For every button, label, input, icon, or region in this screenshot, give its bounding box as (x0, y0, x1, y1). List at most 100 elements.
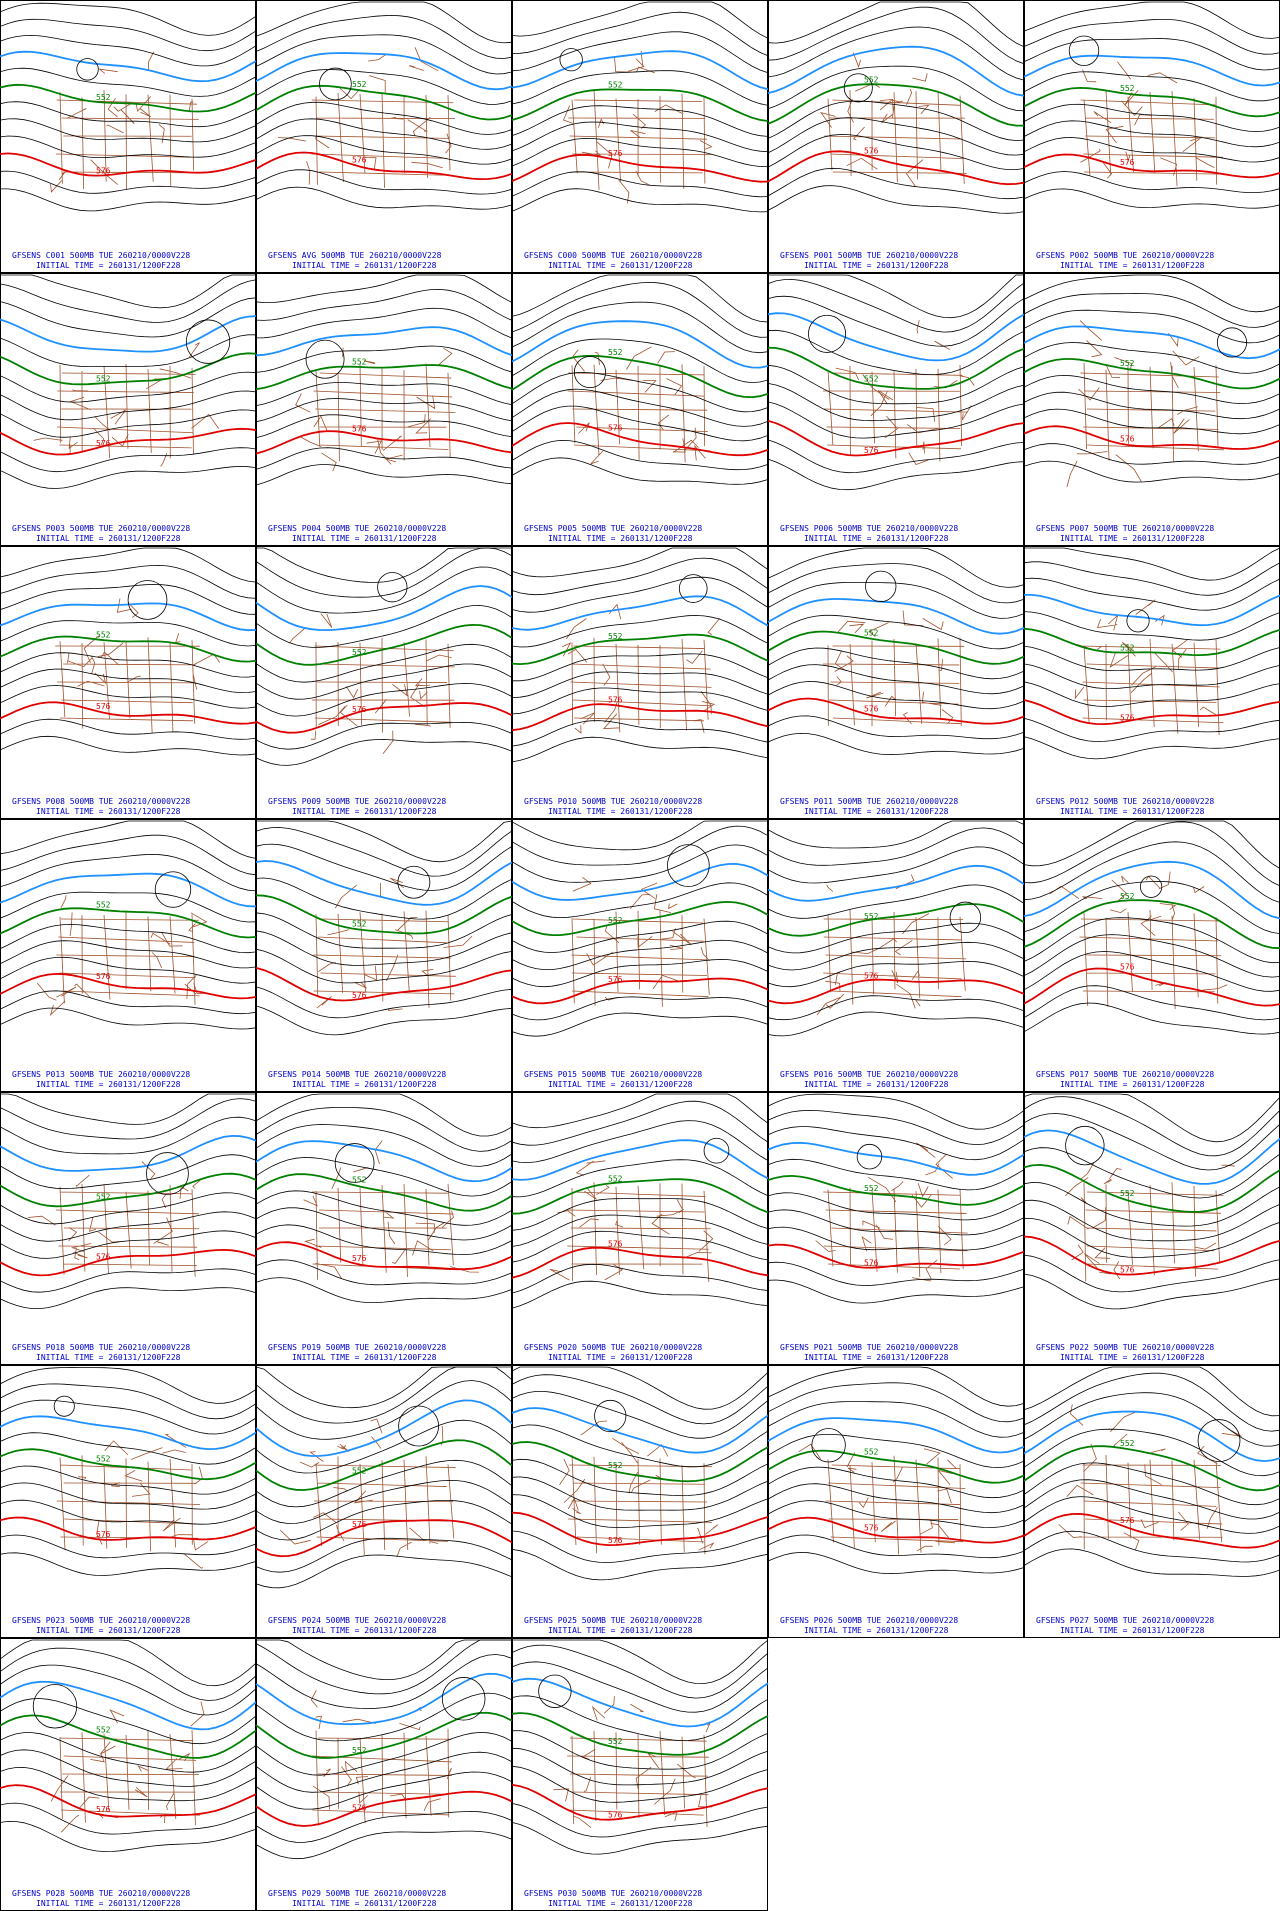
contour (1023, 951, 1280, 992)
contour (255, 967, 513, 1002)
contour (0, 390, 257, 421)
low-center (1216, 327, 1248, 358)
panel-caption: GFSENS P016 500MB TUE 260210/0000V228 (780, 1070, 958, 1079)
contour (767, 312, 1025, 362)
contour-label: 576 (1120, 435, 1135, 444)
panel-border (768, 273, 1024, 546)
contour (1023, 408, 1280, 435)
contour (511, 1093, 769, 1129)
contour (255, 827, 513, 877)
contour (511, 1374, 769, 1425)
contour (511, 1476, 769, 1511)
contour (767, 439, 1025, 474)
contour-label: 576 (864, 1524, 879, 1533)
panel-caption: INITIAL TIME = 260131/1200F228 (548, 1626, 693, 1635)
panel-caption: GFSENS C000 500MB TUE 260210/0000V228 (524, 251, 702, 260)
panel-caption: GFSENS P021 500MB TUE 260210/0000V228 (780, 1343, 958, 1352)
panel-caption: GFSENS P029 500MB TUE 260210/0000V228 (268, 1889, 446, 1898)
contour (1023, 1096, 1280, 1157)
panel-caption: INITIAL TIME = 260131/1200F228 (292, 807, 437, 816)
contour (0, 315, 257, 353)
contour (1023, 153, 1280, 179)
contour (0, 701, 257, 725)
contour (1023, 1410, 1280, 1463)
panel-caption: GFSENS P010 500MB TUE 260210/0000V228 (524, 797, 702, 806)
contour (767, 1434, 1025, 1469)
boundaries (313, 877, 473, 1011)
contour (0, 1093, 256, 1125)
contour (255, 186, 513, 210)
panel-caption: INITIAL TIME = 260131/1200F228 (36, 261, 181, 270)
contour (0, 274, 256, 309)
contour-label: 576 (608, 1239, 623, 1248)
contour (511, 70, 769, 106)
contour-label: 576 (864, 446, 879, 455)
contour (1023, 374, 1280, 405)
low-center (856, 1143, 883, 1170)
map-panel: 552 576 GFSENS P025 500MB TUE 260210/0000V… (511, 1365, 769, 1638)
contour (767, 715, 1025, 740)
contour (1023, 1530, 1280, 1563)
contour (767, 995, 1025, 1021)
contour (767, 1516, 1025, 1544)
contour (511, 1765, 769, 1803)
contour (767, 884, 1025, 919)
low-center (1068, 35, 1100, 66)
contour (255, 151, 513, 181)
map-panel: 552 576 GFSENS P011 500MB TUE 260210/0000V… (767, 546, 1025, 819)
contour (1023, 1002, 1280, 1035)
contour (511, 1730, 769, 1770)
low-center (667, 844, 710, 887)
contour (767, 664, 1025, 695)
contour-label: 552 (608, 348, 623, 357)
contour-label: 576 (96, 439, 111, 448)
contour (0, 1383, 257, 1420)
contour (255, 948, 513, 984)
boundaries (1066, 320, 1224, 488)
panel-caption: GFSENS P028 500MB TUE 260210/0000V228 (12, 1889, 190, 1898)
panel-caption: GFSENS P004 500MB TUE 260210/0000V228 (268, 524, 446, 533)
contour (1023, 1548, 1280, 1577)
low-center (377, 572, 408, 603)
panel-border (256, 819, 512, 1092)
contour (255, 1241, 513, 1271)
contour (0, 83, 257, 113)
contour (1023, 19, 1280, 55)
boundaries (50, 1701, 205, 1833)
contour (1023, 1235, 1280, 1276)
contour (0, 1749, 257, 1787)
panel-caption: GFSENS P022 500MB TUE 260210/0000V228 (1036, 1343, 1214, 1352)
contour (255, 364, 513, 390)
contour (255, 382, 513, 406)
panel-caption: INITIAL TIME = 260131/1200F228 (804, 1626, 949, 1635)
contour (511, 274, 769, 323)
map-panel: 552 576 GFSENS P020 500MB TUE 260210/0000V… (511, 1092, 769, 1365)
contour (0, 1534, 257, 1559)
contour-label: 552 (864, 75, 879, 84)
contour-label: 552 (1120, 892, 1135, 901)
contour (1023, 1372, 1280, 1432)
contour-label: 576 (608, 424, 623, 433)
contour (767, 1449, 1025, 1484)
contour (1023, 391, 1280, 420)
contour (0, 602, 257, 632)
contour (0, 1268, 257, 1293)
contour (511, 633, 769, 666)
contour (767, 185, 1025, 214)
contour (511, 1530, 769, 1564)
low-center (559, 48, 583, 72)
contour (256, 547, 512, 583)
contour (1024, 594, 1280, 627)
contour (255, 1140, 513, 1183)
contour (512, 653, 769, 682)
panel-caption: GFSENS P006 500MB TUE 260210/0000V228 (780, 524, 958, 533)
contour (511, 1139, 769, 1181)
contour (0, 1732, 257, 1773)
panel-border (1024, 0, 1280, 273)
panel-caption: GFSENS P003 500MB TUE 260210/0000V228 (12, 524, 190, 533)
contour (0, 547, 257, 583)
panel-border (512, 0, 768, 273)
contour-label: 552 (1120, 84, 1135, 93)
panel-caption: GFSENS P001 500MB TUE 260210/0000V228 (780, 251, 958, 260)
map-panel: 552 576 GFSENS P026 500MB TUE 260210/0000V… (767, 1365, 1025, 1638)
